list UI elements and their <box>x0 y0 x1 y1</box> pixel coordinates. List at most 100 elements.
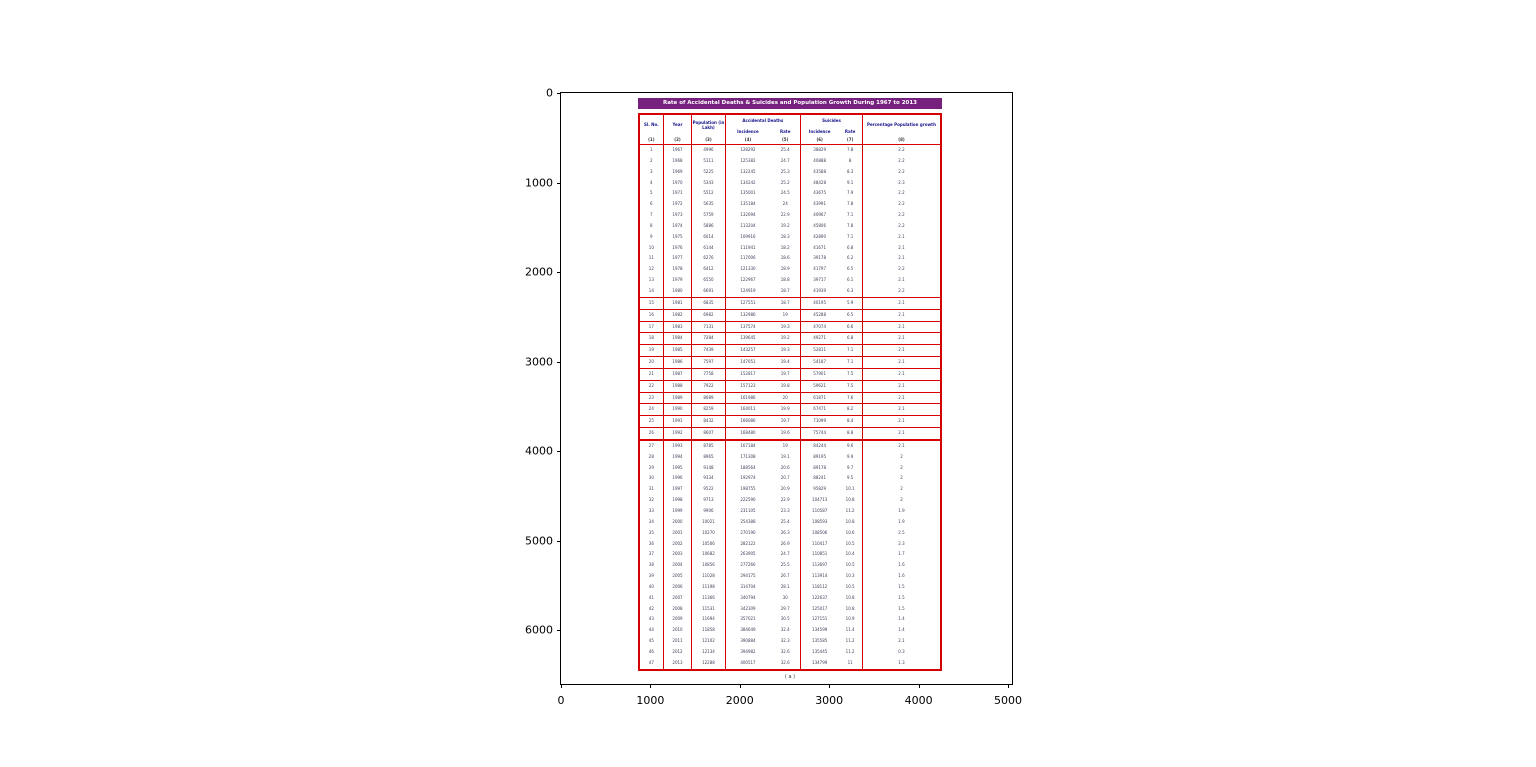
table-cell: 19.2 <box>770 332 801 346</box>
table-cell: 2001 <box>662 527 692 539</box>
col-header-accidental: Accidental Deaths <box>724 114 801 128</box>
table-cell: 2.2 <box>861 220 941 232</box>
table-cell: 5343 <box>691 177 726 189</box>
table-cell: 11.2 <box>845 648 855 654</box>
table-row: 34 2000 10021 254388 25.4 108593 10.8 1.9 <box>639 516 941 528</box>
table-row: 1 1967 4996 128292 25.4 38829 7.8 2.2 <box>639 144 941 156</box>
table-row: 25 1991 8432 166086 19.7 71099 8.4 2.1 <box>639 415 941 429</box>
table-cell: 38829 <box>800 144 839 156</box>
table-cell: 18.8 <box>780 277 790 283</box>
table-cell: 22.9 <box>780 212 790 218</box>
table-cell: 2.3 <box>861 177 941 189</box>
table-cell: 10.8 <box>845 594 855 600</box>
table-cell: 2002 <box>662 538 692 550</box>
col-number: (6) <box>800 136 839 145</box>
table-cell: 49271 <box>800 332 839 346</box>
table-caption: ( a ) <box>784 673 796 680</box>
table-cell: 7.1 <box>838 344 863 358</box>
table-row: 32 1998 9713 222590 22.9 104713 10.8 2 <box>639 495 941 506</box>
table-row: 42 2008 11531 342309 29.7 125017 10.8 1.5 <box>639 603 941 615</box>
table-cell: 110587 <box>800 506 839 517</box>
table-cell: 29 <box>648 464 654 470</box>
table-cell: 54187 <box>800 356 839 369</box>
table-cell: 10.5 <box>845 562 855 568</box>
table-cell: 7597 <box>691 356 726 369</box>
table-cell: 128292 <box>724 144 771 156</box>
table-cell: 18.7 <box>770 296 801 310</box>
table-cell: 7439 <box>691 344 726 358</box>
subcol-header-acc-incidence: Incidence <box>724 128 771 136</box>
table-cell: 19.1 <box>780 453 790 459</box>
table-cell: 27 <box>639 438 664 452</box>
table-cell: 14 <box>648 287 654 293</box>
table-cell: 2.1 <box>861 308 941 322</box>
table-row: 8 1974 5886 113204 19.2 45806 7.8 2.2 <box>639 220 941 232</box>
table-cell: 132986 <box>724 308 771 322</box>
table-cell: 7284 <box>691 332 726 346</box>
table-cell: 135184 <box>724 199 771 211</box>
table-cell: 5 <box>650 190 653 196</box>
x-tick-mark <box>561 684 562 688</box>
table-cell: 11028 <box>691 571 726 582</box>
table-cell: 8.2 <box>838 403 863 417</box>
col-number: (5) <box>770 136 801 145</box>
table-cell: 26 <box>639 427 664 441</box>
table-cell: 10506 <box>691 538 726 550</box>
table-cell: 7758 <box>691 367 726 381</box>
table-cell: 29.7 <box>780 605 790 611</box>
table-cell: 1995 <box>662 462 692 474</box>
table-cell: 7.5 <box>838 367 863 381</box>
table-cell: 1.4 <box>861 614 941 626</box>
table-row: 23 1989 8089 161986 20 61871 7.6 2.1 <box>639 391 941 405</box>
table-cell: 1975 <box>662 231 692 243</box>
table-cell: 24.5 <box>780 190 790 196</box>
table-cell: 1.3 <box>861 657 941 670</box>
table-cell: 1.5 <box>861 581 941 593</box>
table-cell: 10.9 <box>845 616 855 622</box>
table-cell: 20.9 <box>780 486 790 492</box>
table-cell: 1.5 <box>861 592 941 604</box>
table-cell: 7.1 <box>846 212 854 218</box>
table-cell: 2.1 <box>861 253 941 265</box>
x-tick-mark <box>1008 684 1009 688</box>
table-cell: 45288 <box>800 308 839 322</box>
table-cell: 25.2 <box>780 179 790 185</box>
table-cell: 43675 <box>800 188 839 200</box>
table-cell: 2 <box>861 484 941 496</box>
table-cell: 89178 <box>800 462 839 474</box>
table-cell: 25 <box>639 415 664 429</box>
table-cell: 7.6 <box>838 391 863 405</box>
table-cell: 32.6 <box>780 659 790 665</box>
table-cell: 192974 <box>724 473 771 485</box>
table-cell: 342309 <box>724 603 771 615</box>
table-cell: 6550 <box>691 275 726 286</box>
table-row: 31 1997 9522 198755 20.9 95829 10.1 2 <box>639 484 941 496</box>
table-cell: 1.6 <box>861 560 941 572</box>
table-cell: 8089 <box>691 391 726 405</box>
table-row: 17 1983 7131 137574 19.3 47074 6.6 2.1 <box>639 320 941 334</box>
table-cell: 7.1 <box>846 233 854 239</box>
table-cell: 118112 <box>800 581 839 593</box>
table-cell: 1985 <box>662 344 692 358</box>
table-cell: 6144 <box>691 242 726 254</box>
table-cell: 2.2 <box>861 210 941 221</box>
subcol-header-acc-rate: Rate <box>780 128 791 134</box>
table-cell: 67471 <box>800 403 839 417</box>
table-cell: 143257 <box>724 344 771 358</box>
table-cell: 19.4 <box>770 356 801 369</box>
table-cell: 166086 <box>724 415 771 429</box>
table-cell: 110417 <box>800 538 839 550</box>
table-cell: 282122 <box>724 538 771 550</box>
table-cell: 2010 <box>662 625 692 637</box>
table-cell: 1984 <box>662 332 692 346</box>
table-cell: 5512 <box>691 188 726 200</box>
table-cell: 7922 <box>691 379 726 393</box>
table-cell: 10.4 <box>845 551 855 557</box>
table-cell: 127551 <box>724 296 771 310</box>
subcol-header-sui-rate: Rate <box>844 128 856 134</box>
table-row: 41 2007 11366 340794 30 122637 10.8 1.5 <box>639 592 941 604</box>
table-cell: 9.7 <box>846 464 854 470</box>
table-row: 15 1981 6835 127551 18.7 40195 5.9 2.1 <box>639 296 941 310</box>
table-cell: 1969 <box>662 166 692 178</box>
table-cell: 1994 <box>662 451 692 463</box>
